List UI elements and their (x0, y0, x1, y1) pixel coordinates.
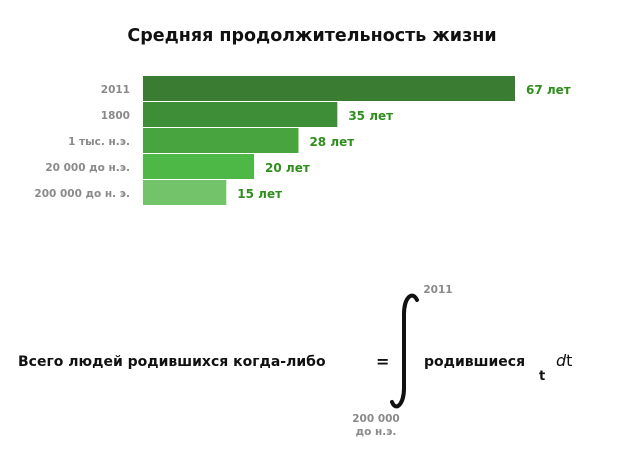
integrand: родившиеся (424, 354, 526, 370)
lower-limit-line2: до н.э. (355, 426, 397, 438)
category-label-0: 2011 (101, 84, 130, 96)
integral-sign-icon (390, 293, 419, 409)
bar-2 (143, 128, 299, 153)
value-label-3: 20 лет (265, 161, 310, 175)
category-label-4: 200 000 до н. э. (34, 188, 130, 200)
category-label-2: 1 тыс. н.э. (68, 136, 130, 148)
bar-1 (143, 102, 338, 127)
differential-var: t (566, 351, 573, 370)
bar-4 (143, 180, 227, 205)
category-label-1: 1800 (101, 110, 130, 122)
differential: dt (556, 351, 572, 370)
integral-lower-limit: 200 000 до н.э. (344, 413, 408, 439)
bar-chart: 2011 67 лет 1800 35 лет 1 тыс. н.э. 28 лет 20 … (34, 76, 571, 205)
integrand-subscript: t (539, 369, 546, 384)
integral-upper-limit: 2011 (423, 284, 453, 296)
differential-d: d (556, 351, 567, 370)
lower-limit-line1: 200 000 (352, 413, 400, 425)
value-label-0: 67 лет (526, 83, 571, 97)
value-label-1: 35 лет (348, 109, 393, 123)
formula-equals: = (376, 352, 390, 371)
chart-title: Средняя продолжительность жизни (127, 26, 497, 46)
value-label-2: 28 лет (309, 135, 354, 149)
formula-lhs: Всего людей родившихся когда-либо (18, 354, 326, 370)
bar-0 (143, 76, 515, 101)
bar-3 (143, 154, 255, 179)
category-label-3: 20 000 до н.э. (45, 162, 130, 174)
value-label-4: 15 лет (237, 187, 282, 201)
